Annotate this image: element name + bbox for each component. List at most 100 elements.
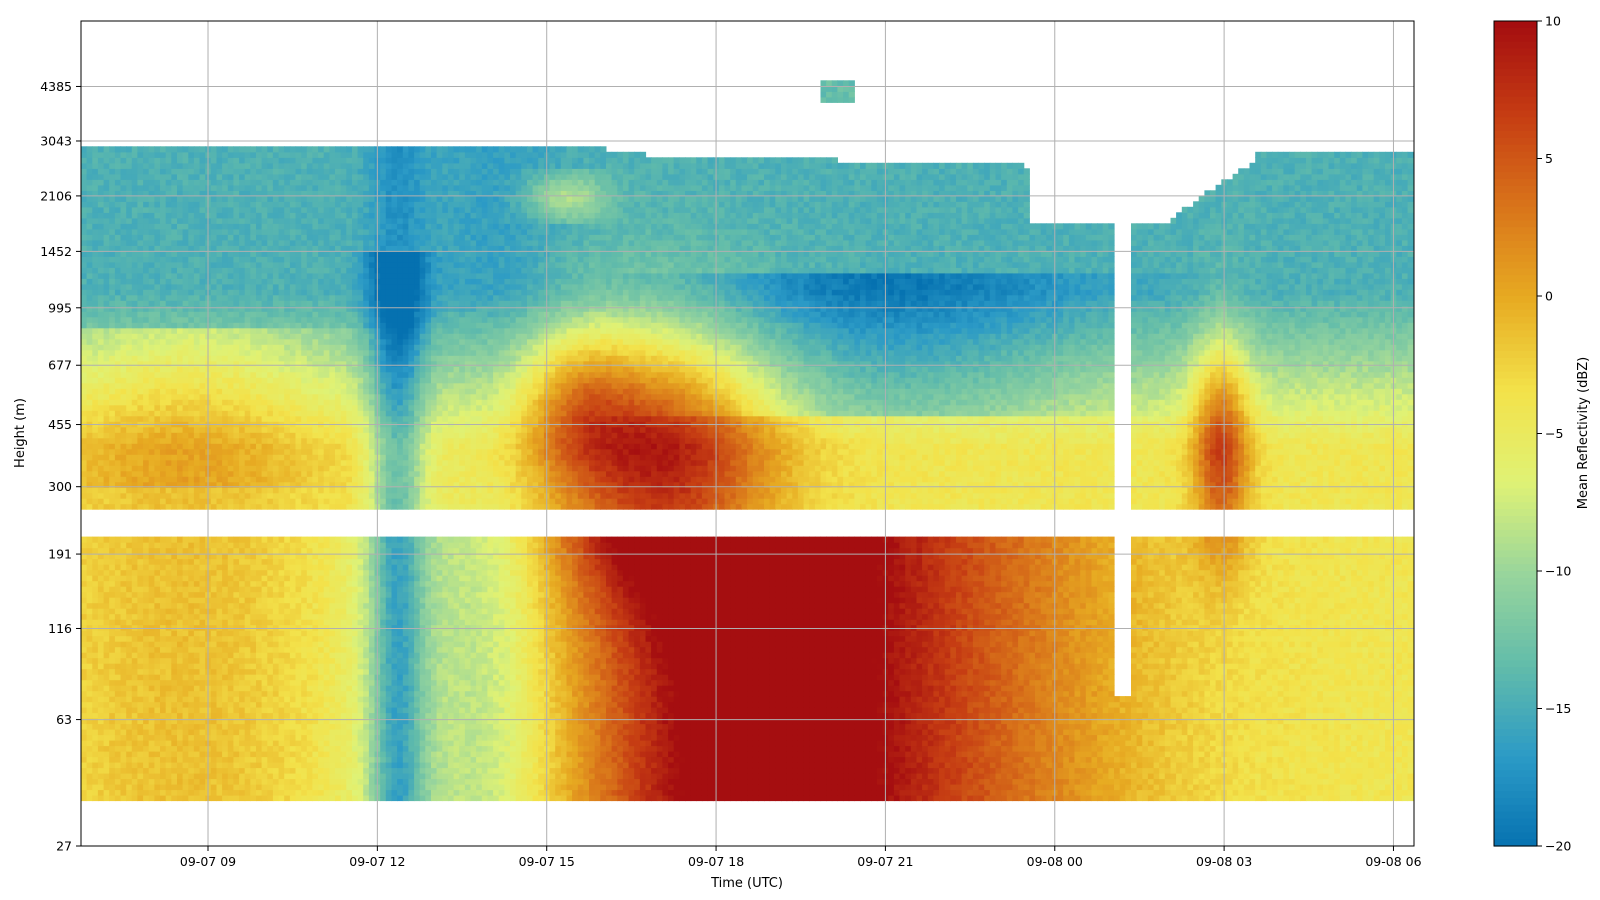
- colorbar-swatch: [1494, 742, 1537, 751]
- colorbar-swatch: [1494, 309, 1537, 318]
- colorbar-tick-label: 10: [1545, 14, 1561, 29]
- colorbar-swatch: [1494, 378, 1537, 386]
- x-axis-title: Time (UTC): [710, 876, 783, 891]
- y-tick-label: 27: [56, 839, 72, 854]
- colorbar-tick-label: −15: [1545, 701, 1571, 716]
- colorbar-swatch: [1494, 660, 1537, 668]
- colorbar-swatch: [1494, 447, 1537, 455]
- colorbar-swatch: [1494, 564, 1537, 572]
- y-axis-ticks: 27 63 116 191 300 455 677 995 1452 2106 3043 4385: [40, 79, 81, 854]
- colorbar-swatch: [1494, 509, 1537, 517]
- colorbar-swatch: [1494, 632, 1537, 641]
- colorbar-swatch: [1494, 289, 1537, 297]
- colorbar-swatch: [1494, 234, 1537, 242]
- plot-frame: [80, 20, 1415, 847]
- colorbar-tick-label: 0: [1545, 289, 1553, 304]
- colorbar-swatch: [1494, 62, 1537, 70]
- colorbar-swatch: [1494, 626, 1537, 634]
- x-tick-label: 09-08 03: [1196, 854, 1252, 869]
- colorbar-swatch: [1494, 96, 1537, 105]
- colorbar-swatch: [1494, 34, 1537, 43]
- y-tick-label: 191: [48, 547, 72, 562]
- colorbar-swatch: [1494, 646, 1537, 655]
- colorbar-swatch: [1494, 495, 1537, 503]
- colorbar-swatch: [1494, 55, 1537, 63]
- colorbar-swatch: [1494, 729, 1537, 737]
- colorbar-swatch: [1494, 316, 1537, 325]
- colorbar-swatch: [1494, 736, 1537, 744]
- colorbar-swatch: [1494, 612, 1537, 620]
- y-tick-label: 116: [48, 621, 72, 636]
- colorbar-swatch: [1494, 213, 1537, 221]
- colorbar-swatch: [1494, 763, 1537, 771]
- y-tick-label: 1452: [40, 244, 72, 259]
- colorbar-swatch: [1494, 454, 1537, 462]
- reflectivity-heatmap: [81, 80, 1414, 802]
- colorbar-title: Mean Reflectivity (dBZ): [1576, 357, 1591, 510]
- colorbar-swatch: [1494, 832, 1537, 840]
- colorbar-swatch: [1494, 577, 1537, 586]
- colorbar-tick-label: 5: [1545, 151, 1553, 166]
- colorbar-swatch: [1494, 282, 1537, 290]
- colorbar-swatch: [1494, 117, 1537, 125]
- colorbar-swatch: [1494, 296, 1537, 304]
- colorbar-swatch: [1494, 818, 1537, 826]
- colorbar-swatch: [1494, 791, 1537, 799]
- colorbar-swatch: [1494, 179, 1537, 187]
- colorbar-swatch: [1494, 385, 1537, 393]
- colorbar-swatch: [1494, 756, 1537, 765]
- x-tick-label: 09-08 00: [1027, 854, 1083, 869]
- colorbar-swatch: [1494, 701, 1537, 710]
- colorbar-swatch: [1494, 474, 1537, 483]
- colorbar-swatch: [1494, 619, 1537, 627]
- colorbar-swatch: [1494, 399, 1537, 407]
- colorbar-swatch: [1494, 529, 1537, 538]
- colorbar-swatch: [1494, 330, 1537, 338]
- colorbar-swatch: [1494, 653, 1537, 661]
- colorbar-swatch: [1494, 440, 1537, 448]
- colorbar-swatch: [1494, 536, 1537, 545]
- colorbar-swatch: [1494, 839, 1537, 847]
- colorbar-swatch: [1494, 261, 1537, 270]
- colorbar-swatch: [1494, 825, 1537, 833]
- colorbar-swatch: [1494, 137, 1537, 146]
- colorbar-swatch: [1494, 777, 1537, 785]
- colorbar-swatch: [1494, 522, 1537, 531]
- colorbar-swatch: [1494, 694, 1537, 703]
- y-tick-label: 2106: [40, 188, 72, 203]
- colorbar-swatch: [1494, 357, 1537, 366]
- colorbar-swatch: [1494, 351, 1537, 359]
- colorbar-swatch: [1494, 344, 1537, 352]
- colorbar-swatch: [1494, 804, 1537, 813]
- colorbar-swatch: [1494, 172, 1537, 180]
- colorbar-swatch: [1494, 392, 1537, 400]
- colorbar-swatch: [1494, 770, 1537, 778]
- colorbar-swatch: [1494, 302, 1537, 311]
- colorbar-swatch: [1494, 21, 1537, 29]
- colorbar-tick-label: −10: [1545, 564, 1571, 579]
- colorbar-swatch: [1494, 337, 1537, 345]
- colorbar-swatch: [1494, 144, 1537, 153]
- y-tick-label: 995: [48, 300, 72, 315]
- plot-grid: [81, 21, 1414, 847]
- colorbar-swatch: [1494, 811, 1537, 820]
- colorbar-swatch: [1494, 467, 1537, 476]
- colorbar-swatch: [1494, 433, 1537, 441]
- colorbar-swatch: [1494, 124, 1537, 132]
- colorbar-swatch: [1494, 749, 1537, 758]
- colorbar-swatch: [1494, 722, 1537, 730]
- y-tick-label: 3043: [40, 133, 72, 148]
- colorbar-swatch: [1494, 151, 1537, 160]
- colorbar-swatch: [1494, 275, 1537, 283]
- y-tick-label: 63: [56, 712, 72, 727]
- x-axis-ticks: 09-07 09 09-07 12 09-07 15 09-07 18 09-07 21…: [180, 846, 1422, 869]
- colorbar-tick-label: −20: [1545, 839, 1571, 854]
- colorbar-swatch: [1494, 667, 1537, 675]
- colorbar-swatch: [1494, 419, 1537, 428]
- colorbar-swatch: [1494, 481, 1537, 490]
- y-tick-label: 677: [48, 358, 72, 373]
- colorbar-swatch: [1494, 681, 1537, 689]
- colorbar-swatch: [1494, 461, 1537, 469]
- colorbar-swatch: [1494, 323, 1537, 331]
